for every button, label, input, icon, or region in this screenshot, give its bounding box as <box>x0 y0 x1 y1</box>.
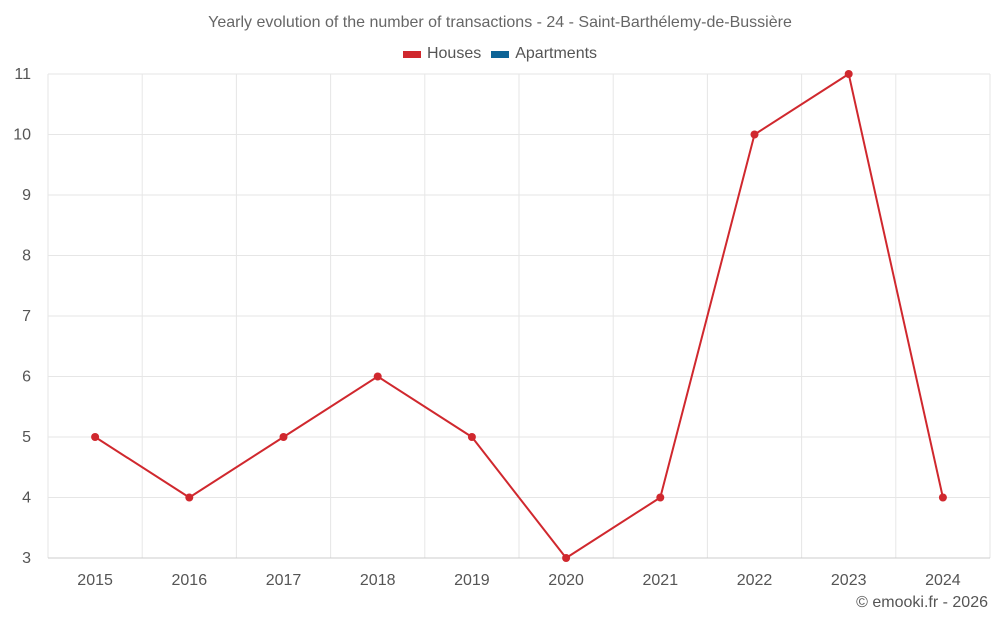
legend-swatch-apartments <box>491 50 510 58</box>
data-point-houses <box>938 493 947 502</box>
y-tick-label: 4 <box>22 490 31 507</box>
x-tick-label: 2017 <box>266 572 302 589</box>
data-point-houses <box>562 554 571 562</box>
x-tick-label: 2021 <box>643 572 679 589</box>
legend-swatch-houses <box>402 50 421 58</box>
y-tick-label: 9 <box>22 187 31 204</box>
x-tick-label: 2022 <box>737 572 773 589</box>
credit-text: © emooki.fr - 2026 <box>856 594 988 611</box>
x-tick-label: 2016 <box>172 572 208 589</box>
axes: 3 4 5 6 7 8 9 10 11 2015 2016 2017 2018 2019 2020 2021 2… <box>13 66 990 589</box>
legend: Houses Apartments <box>0 45 1000 63</box>
legend-item-apartments[interactable]: Apartments <box>491 45 597 63</box>
data-point-houses <box>279 433 288 441</box>
x-tick-label: 2019 <box>454 572 490 589</box>
x-tick-label: 2015 <box>77 572 113 589</box>
y-tick-label: 6 <box>22 369 31 386</box>
x-tick-label: 2018 <box>360 572 396 589</box>
y-tick-label: 11 <box>14 66 31 83</box>
y-tick-label: 7 <box>22 308 31 325</box>
legend-label-houses: Houses <box>426 45 482 62</box>
x-tick-label: 2023 <box>831 572 867 589</box>
data-point-houses <box>373 372 382 381</box>
series-line-houses <box>94 73 944 559</box>
x-tick-label: 2020 <box>548 572 584 589</box>
chart-title: Yearly evolution of the number of transa… <box>208 14 792 31</box>
legend-label-apartments: Apartments <box>515 45 598 62</box>
y-tick-label: 3 <box>22 550 31 567</box>
y-tick-label: 5 <box>22 429 31 446</box>
data-point-houses <box>185 493 194 502</box>
series <box>91 70 947 562</box>
data-point-houses <box>467 433 476 441</box>
legend-item-houses[interactable]: Houses <box>402 45 482 63</box>
y-tick-label: 8 <box>22 248 31 265</box>
data-point-houses <box>750 130 759 139</box>
x-tick-label: 2024 <box>925 572 961 589</box>
data-point-houses <box>656 493 665 502</box>
data-point-houses <box>91 433 100 441</box>
grid <box>47 73 991 559</box>
data-point-houses <box>844 70 853 78</box>
y-tick-label: 10 <box>13 127 31 144</box>
